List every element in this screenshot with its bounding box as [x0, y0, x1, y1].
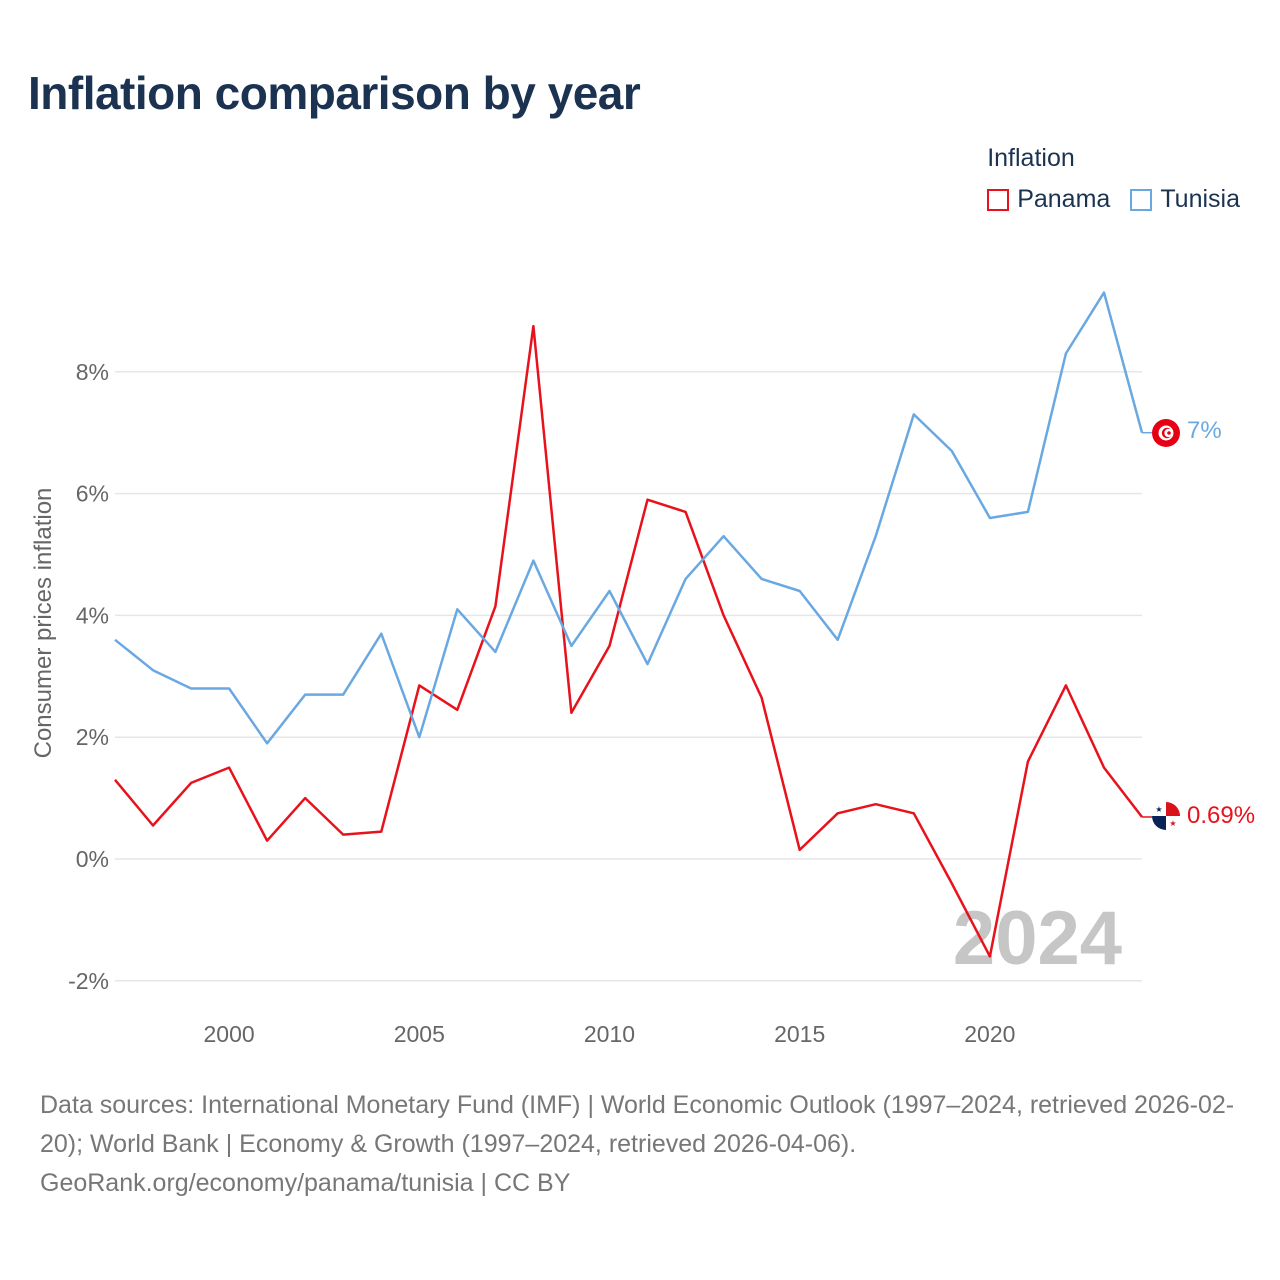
series-line-tunisia[interactable] [114, 291, 1144, 745]
series [114, 291, 1152, 958]
y-tick-label: 6% [76, 481, 109, 507]
data-sources: Data sources: International Monetary Fun… [40, 1091, 1235, 1197]
x-axis-ticks: 2000 2005 2010 2015 2020 [204, 1021, 1016, 1047]
x-tick-label: 2000 [204, 1021, 255, 1047]
legend-title: Inflation [987, 144, 1075, 172]
x-tick-label: 2020 [964, 1021, 1015, 1047]
chart-title: Inflation comparison by year [28, 67, 641, 119]
panama-flag-icon: ★ ★ [1152, 802, 1180, 830]
x-tick-label: 2010 [584, 1021, 635, 1047]
grid [115, 371, 1142, 982]
y-tick-label: 8% [76, 359, 109, 385]
legend-item-tunisia[interactable]: Tunisia [1130, 185, 1240, 214]
x-tick-label: 2015 [774, 1021, 825, 1047]
svg-text:★: ★ [1155, 805, 1162, 814]
y-axis-label: Consumer prices inflation [30, 488, 57, 759]
line-chart: -2% 0% 2% 4% 6% 8% 2000 2005 2010 2015 2020 Consu… [30, 291, 1255, 1047]
legend: Inflation Panama Tunisia [987, 144, 1240, 214]
tunisia-flag-icon [1152, 419, 1180, 447]
y-tick-label: 0% [76, 846, 109, 872]
legend-item-panama[interactable]: Panama [987, 185, 1110, 214]
y-tick-label: 4% [76, 602, 109, 628]
end-label-panama: 0.69% [1187, 802, 1255, 829]
y-axis-ticks: -2% 0% 2% 4% 6% 8% [68, 359, 109, 994]
legend-label-tunisia: Tunisia [1160, 185, 1240, 213]
end-label-tunisia: 7% [1187, 417, 1222, 444]
year-watermark: 2024 [953, 896, 1122, 981]
series-line-panama[interactable] [114, 324, 1143, 958]
legend-swatch-panama [987, 188, 1010, 211]
y-tick-label: 2% [76, 724, 109, 750]
svg-text:★: ★ [1169, 819, 1176, 828]
legend-label-panama: Panama [1017, 185, 1111, 213]
y-tick-label: -2% [68, 968, 109, 994]
x-tick-label: 2005 [394, 1021, 445, 1047]
legend-swatch-tunisia [1130, 188, 1153, 211]
